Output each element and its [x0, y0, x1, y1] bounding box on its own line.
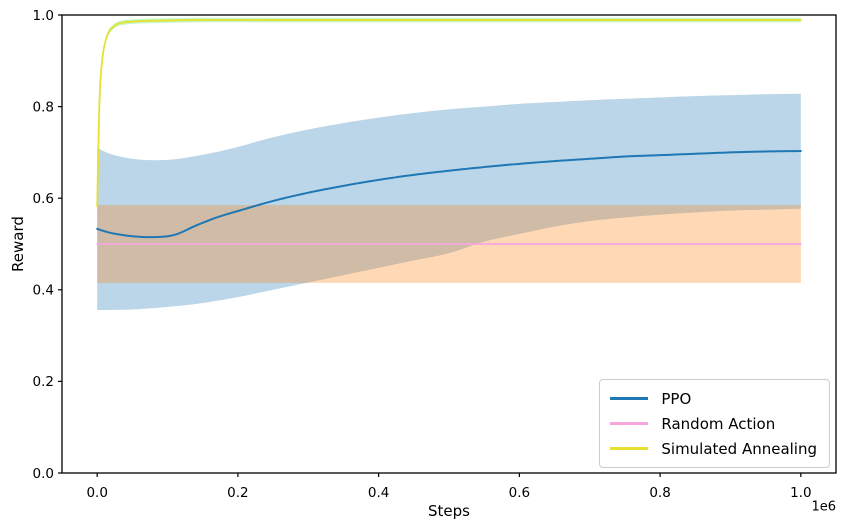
legend-line-random-action-icon — [610, 422, 649, 425]
legend-line-simulated-annealing-icon — [610, 447, 649, 450]
legend-item-ppo: PPO — [610, 386, 817, 411]
legend-label-simulated-annealing: Simulated Annealing — [661, 439, 817, 458]
y-tick-label: 0.4 — [33, 283, 54, 299]
legend-item-simulated-annealing: Simulated Annealing — [610, 436, 817, 461]
x-tick-label: 1.0 — [790, 485, 811, 501]
y-tick-label: 0.0 — [33, 466, 54, 482]
legend: PPO Random Action Simulated Annealing — [599, 379, 830, 468]
x-axis-label: Steps — [428, 502, 470, 520]
x-axis-offset-label: 1e6 — [811, 499, 836, 515]
series-band-ppo — [97, 93, 801, 310]
x-tick-label: 0.2 — [227, 485, 248, 501]
legend-item-random-action: Random Action — [610, 411, 817, 436]
y-axis-label: Reward — [9, 216, 27, 272]
x-tick-label: 0.0 — [86, 485, 107, 501]
legend-label-random-action: Random Action — [661, 414, 776, 433]
y-tick-label: 0.6 — [33, 191, 54, 207]
y-tick-label: 0.2 — [33, 374, 54, 390]
x-tick-label: 0.4 — [368, 485, 389, 501]
legend-line-ppo-icon — [610, 397, 649, 400]
legend-label-ppo: PPO — [661, 389, 692, 408]
x-tick-label: 0.6 — [509, 485, 530, 501]
y-tick-label: 0.8 — [33, 99, 54, 115]
x-tick-label: 0.8 — [649, 485, 670, 501]
series-line-simulated-annealing — [96, 19, 802, 208]
y-tick-label: 1.0 — [33, 8, 54, 24]
series-line-ppo — [96, 150, 802, 239]
plot-border — [61, 14, 837, 474]
